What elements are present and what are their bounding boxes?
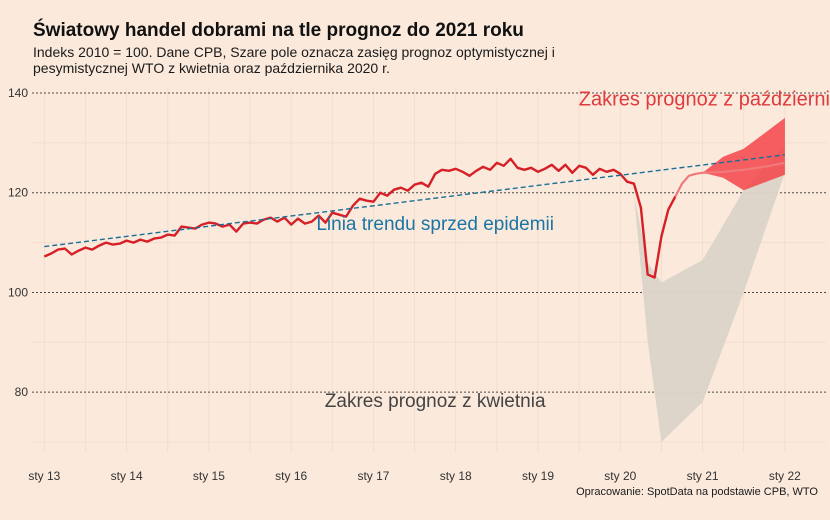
- x-tick-label: sty 21: [687, 469, 719, 483]
- annotations: Zakres prognoz z października Linia trend…: [316, 88, 830, 412]
- y-tick-label: 80: [15, 385, 29, 399]
- pre-pandemic-trend-line: [44, 154, 785, 248]
- chart-title: Światowy handel dobrami na tle prognoz d…: [33, 20, 524, 41]
- y-tick-label: 140: [8, 86, 28, 100]
- x-tick-label: sty 16: [275, 469, 307, 483]
- x-tick-label: sty 19: [522, 469, 554, 483]
- annotation-october: Zakres prognoz z października: [579, 88, 830, 110]
- x-tick-label: sty 20: [604, 469, 636, 483]
- y-tick-label: 100: [8, 285, 28, 299]
- october-projection-line: [674, 161, 786, 198]
- april-forecast-band: [634, 145, 785, 443]
- x-tick-label: sty 14: [111, 469, 143, 483]
- x-tick-label: sty 18: [440, 469, 472, 483]
- chart-subtitle: Indeks 2010 = 100. Dane CPB, Szare pole …: [33, 44, 555, 76]
- x-tick-label: sty 22: [769, 469, 801, 483]
- annotation-trend: Linia trendu sprzed epidemii: [316, 214, 554, 235]
- axis-ticks: 80 100 120 140 sty 13 sty 14 sty 15 sty 16 sty 1…: [8, 86, 801, 483]
- series-lines: [43, 154, 786, 279]
- x-tick-label: sty 17: [357, 469, 389, 483]
- actual-trade-line: [43, 157, 677, 279]
- source-caption: Opracowanie: SpotData na podstawie CPB, …: [576, 486, 818, 498]
- x-tick-label: sty 13: [28, 469, 60, 483]
- y-tick-label: 120: [8, 186, 28, 200]
- x-tick-label: sty 15: [193, 469, 225, 483]
- annotation-april: Zakres prognoz z kwietnia: [325, 391, 546, 412]
